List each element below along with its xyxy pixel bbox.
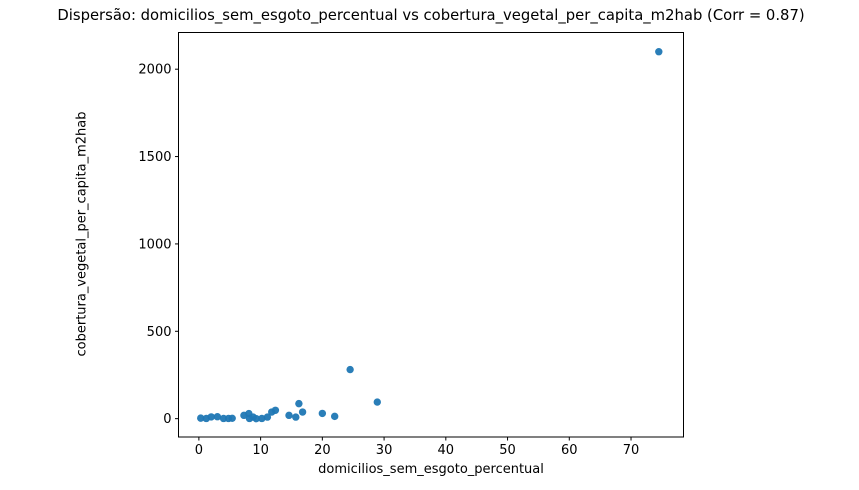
y-tick-label: 2000 <box>138 63 171 78</box>
x-tick-label: 60 <box>561 443 578 458</box>
data-point <box>346 365 354 374</box>
data-point <box>373 398 381 406</box>
data-point <box>228 414 236 423</box>
x-tick-label: 10 <box>252 443 269 458</box>
data-point <box>271 406 280 414</box>
data-point <box>252 414 260 423</box>
x-tick-label: 20 <box>314 443 331 458</box>
x-tick-label: 50 <box>499 443 516 458</box>
data-point <box>213 413 222 421</box>
x-tick-label: 40 <box>438 443 455 458</box>
data-point <box>295 399 303 408</box>
chart-title: Dispersão: domicilios_sem_esgoto_percent… <box>57 7 805 24</box>
x-tick-label: 30 <box>376 443 393 458</box>
data-point <box>207 413 215 421</box>
data-point <box>258 414 266 423</box>
data-point <box>263 413 272 421</box>
y-tick-label: 1000 <box>138 237 171 252</box>
axes-frame <box>178 32 684 438</box>
data-point <box>285 411 293 420</box>
y-tick-label: 1500 <box>138 150 171 165</box>
y-tick-label: 500 <box>147 325 172 340</box>
x-tick-label: 70 <box>623 443 640 458</box>
x-axis-label: domicilios_sem_esgoto_percentual <box>318 462 544 477</box>
data-point <box>292 413 300 421</box>
data-point <box>655 48 663 56</box>
data-point <box>197 414 205 422</box>
x-tick-label: 0 <box>195 443 203 458</box>
data-point <box>330 412 339 421</box>
data-point <box>318 409 327 418</box>
y-tick-label: 0 <box>163 412 171 427</box>
data-point <box>298 408 307 416</box>
